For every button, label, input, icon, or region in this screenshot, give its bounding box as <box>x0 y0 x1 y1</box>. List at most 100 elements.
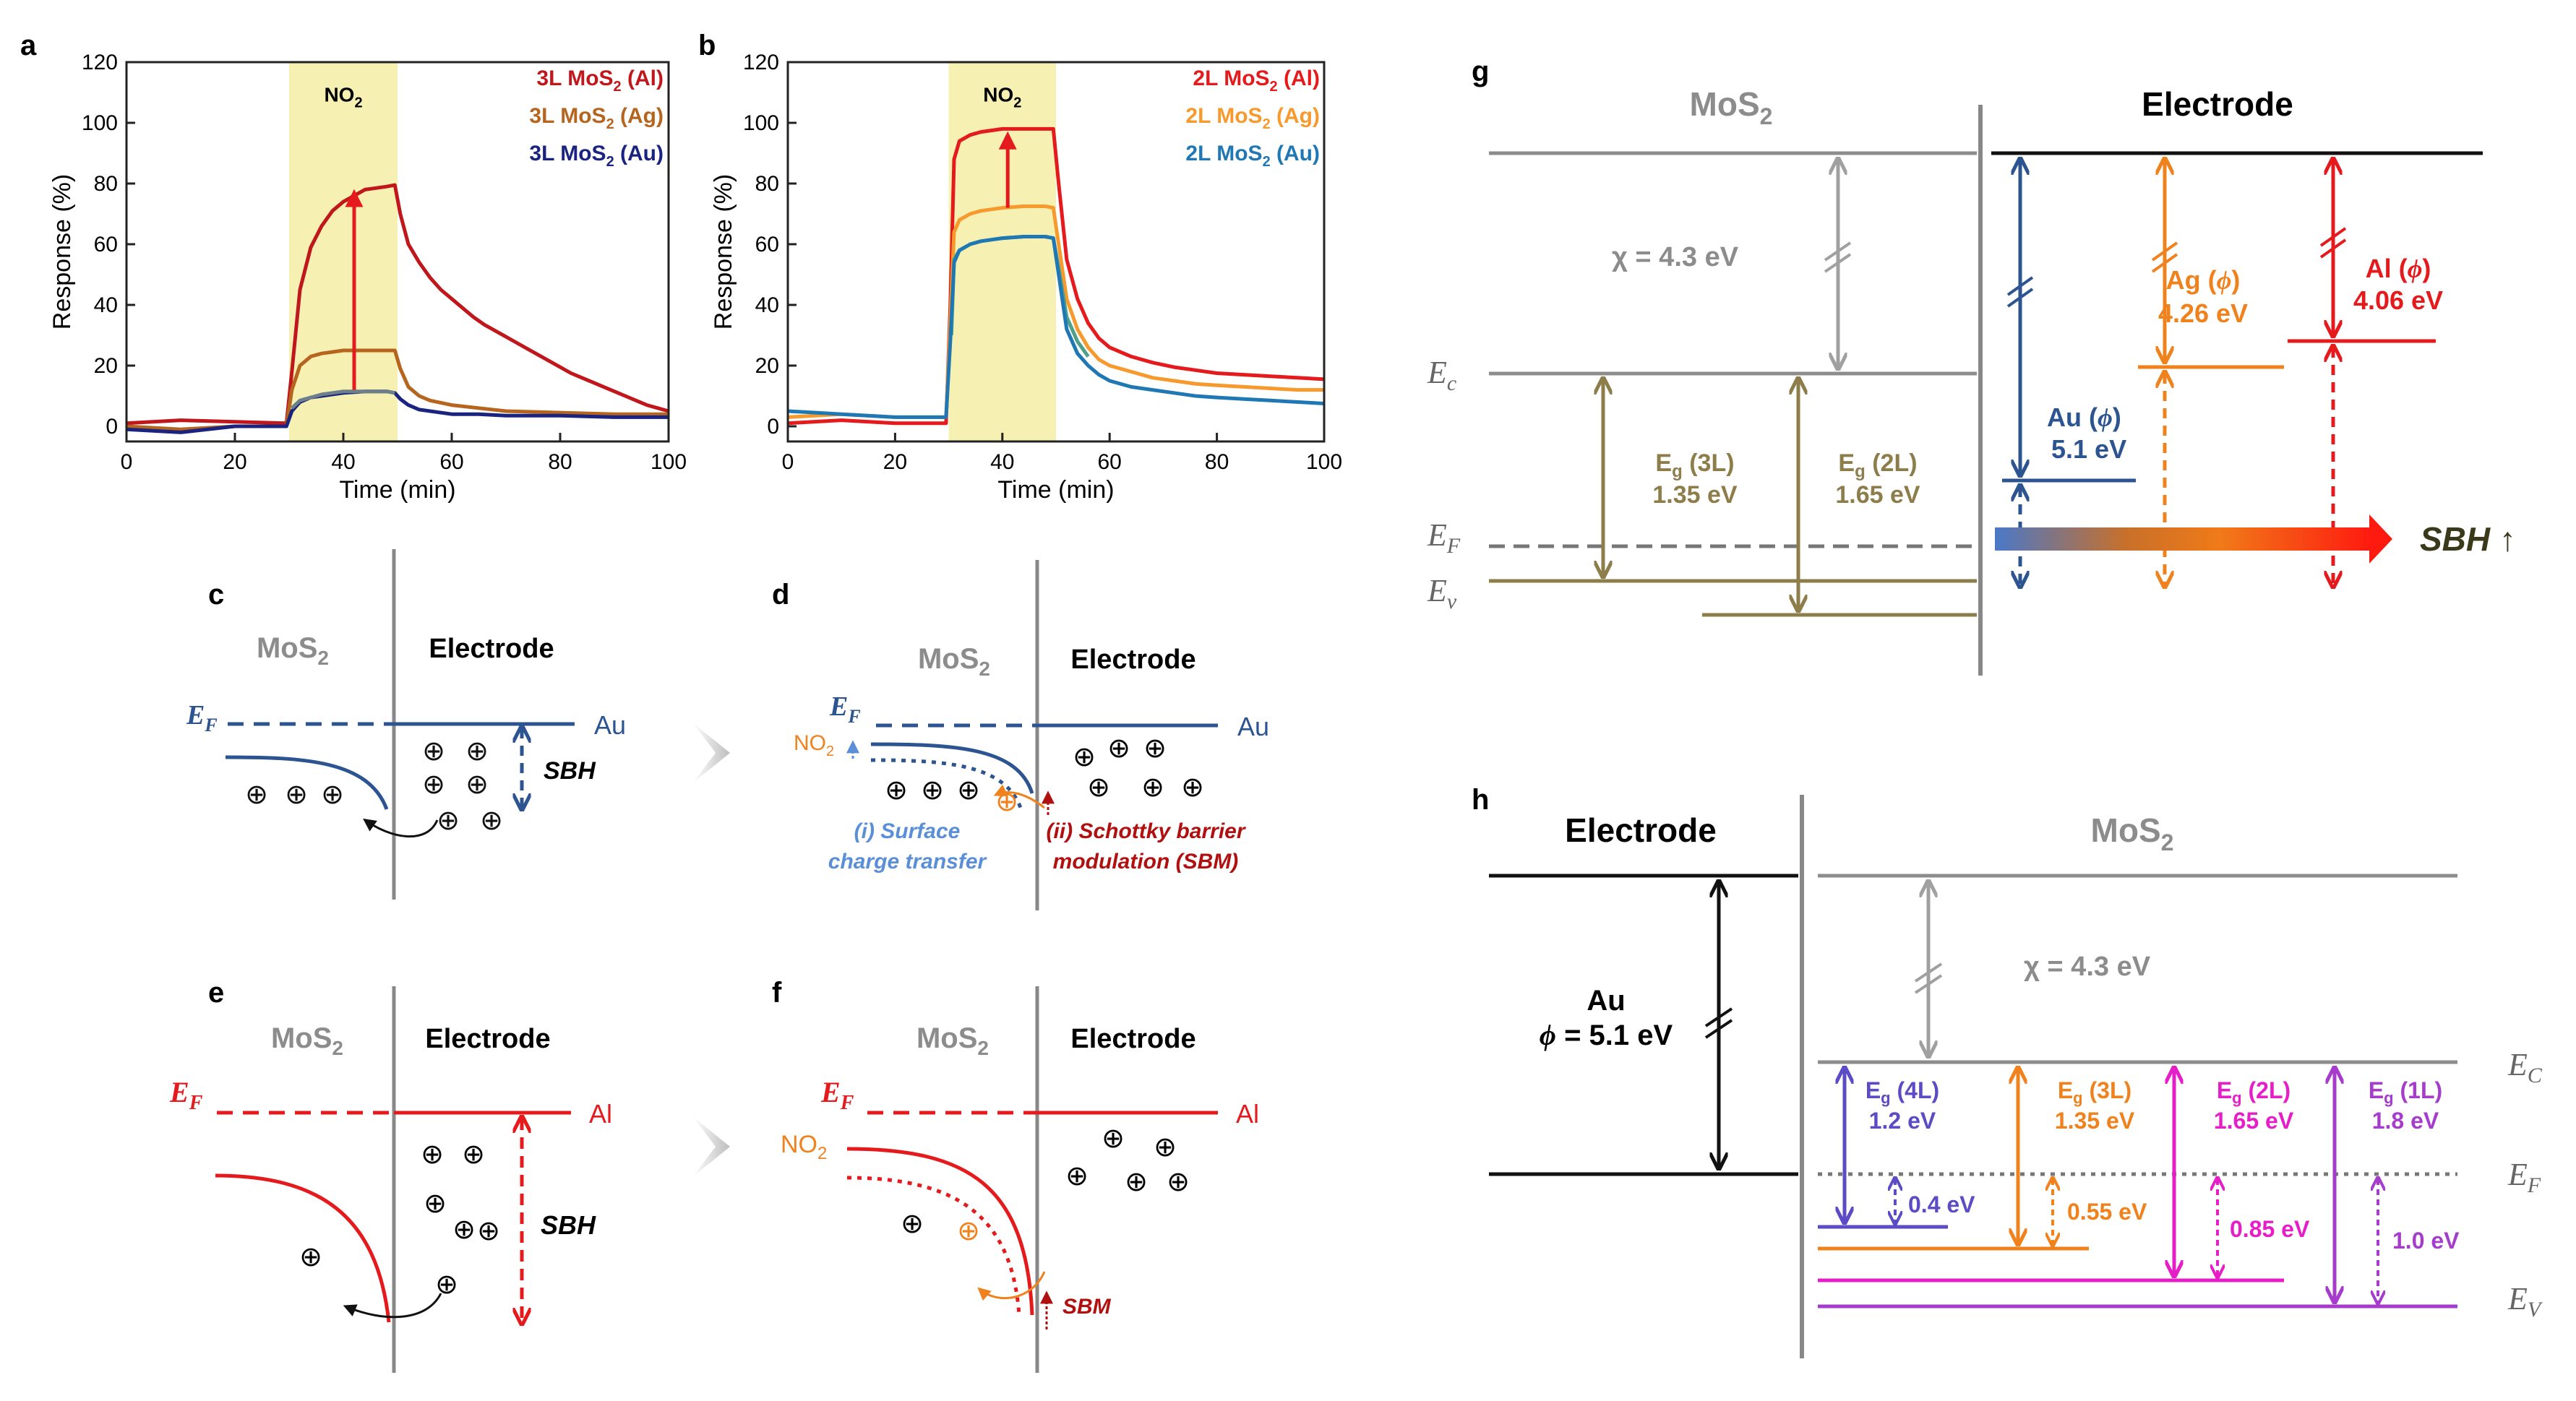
chart-a-series <box>126 183 669 434</box>
y-tick-label: 0 <box>106 415 118 439</box>
h-off4-label: 0.4 eV <box>1908 1191 1975 1217</box>
panel-letter-a: a <box>20 30 37 61</box>
g-chi-break <box>1824 241 1852 273</box>
h-phi-label: ϕ = 5.1 eV <box>1540 1019 1673 1051</box>
legend-b-al: 2L MoS2 (Al) <box>1193 66 1320 95</box>
f-hole-orange: ⊕ <box>957 1216 980 1246</box>
d-hole-orange: ⊕ <box>995 787 1018 817</box>
panel-letter-b: b <box>698 30 716 61</box>
d-caption-i: (i) Surface <box>854 819 961 843</box>
chart-b-frame <box>786 61 1326 443</box>
y-tick-label: 120 <box>743 51 779 74</box>
chart-a-frame <box>125 61 670 443</box>
f-hole: ⊕ <box>1125 1167 1148 1197</box>
diagram-c: MoS2 Electrode EF Au SBH ⊕ ⊕ ⊕ ⊕ ⊕ ⊕ ⊕ ⊕… <box>186 549 626 900</box>
chart-b-ylabel: Response (%) <box>710 174 737 329</box>
x-tick-label: 20 <box>883 450 907 474</box>
chart-a-series-line-3 <box>291 389 395 410</box>
legend-a-ag: 3L MoS2 (Ag) <box>529 104 664 132</box>
f-hole: ⊕ <box>1102 1124 1125 1154</box>
c-hole: ⊕ <box>422 770 445 800</box>
f-mos2-label: MoS2 <box>916 1022 989 1059</box>
e-holes: ⊕ ⊕ ⊕ ⊕ ⊕ ⊕ ⊕ <box>299 1139 500 1300</box>
c-electrode-label: Electrode <box>429 634 554 664</box>
x-tick-label: 80 <box>1205 450 1229 474</box>
e-electrode-label: Electrode <box>425 1024 550 1054</box>
h-chi-break <box>1914 962 1943 994</box>
chart-b-series-line-3 <box>787 235 1325 419</box>
g-eg3-value: 1.35 eV <box>1652 481 1738 509</box>
chart-b-ticks: 0 20 40 60 80 100 0 20 40 60 80 100 120 <box>743 51 1342 474</box>
c-hole: ⊕ <box>465 770 489 800</box>
h-eg3-label: Eg (3L) <box>2058 1077 2131 1107</box>
d-caption-ii-2: modulation (SBM) <box>1053 850 1239 874</box>
y-tick-label: 20 <box>755 354 779 378</box>
d-no2-label: NO2 <box>794 731 834 759</box>
panel-letter-d: d <box>772 579 789 611</box>
c-hole: ⊕ <box>422 736 445 767</box>
d-hole: ⊕ <box>885 775 908 806</box>
e-hole: ⊕ <box>435 1269 458 1300</box>
f-hole: ⊕ <box>901 1209 924 1239</box>
h-mos2-label: MoS2 <box>2091 811 2174 855</box>
d-metal-label: Au <box>1237 712 1269 741</box>
chart-a-shade-label: NO2 <box>324 84 362 111</box>
h-ec-label: EC <box>2507 1047 2543 1087</box>
h-off1-label: 1.0 eV <box>2392 1228 2460 1254</box>
g-al-value: 4.06 eV <box>2353 285 2443 315</box>
panel-letter-c: c <box>208 579 224 611</box>
d-hole: ⊕ <box>1087 772 1110 803</box>
x-tick-label: 80 <box>548 450 572 474</box>
chart-a-series-line-1 <box>126 348 669 431</box>
g-electrode-label: Electrode <box>2142 85 2293 123</box>
d-hole: ⊕ <box>1073 742 1096 772</box>
g-sbh-arrowhead <box>2369 514 2392 564</box>
g-ev-label: Ev <box>1427 573 1457 613</box>
d-hole: ⊕ <box>957 775 980 806</box>
g-eg3-label: Eg (3L) <box>1655 449 1734 481</box>
h-ef-label: EF <box>2507 1157 2541 1197</box>
g-chi-label: χ = 4.3 eV <box>1612 242 1739 272</box>
chevron-c-d <box>692 723 730 783</box>
g-au-label: Au (ϕ) <box>2047 402 2121 432</box>
h-eg2-label: Eg (2L) <box>2217 1077 2291 1107</box>
d-caption-i-2: charge transfer <box>828 850 988 874</box>
c-metal-label: Au <box>594 710 626 740</box>
c-holes: ⊕ ⊕ ⊕ ⊕ ⊕ ⊕ ⊕ ⊕ ⊕ <box>245 736 503 836</box>
c-hole: ⊕ <box>321 780 344 810</box>
e-mos2-label: MoS2 <box>271 1022 343 1059</box>
g-eg2-value: 1.65 eV <box>1835 481 1920 509</box>
chart-a-legend: 3L MoS2 (Al) 3L MoS2 (Ag) 3L MoS2 (Au) <box>529 66 664 170</box>
h-eg4-label: Eg (4L) <box>1866 1077 1939 1107</box>
g-ag-label: Ag (ϕ) <box>2166 265 2241 295</box>
d-hop-arrow <box>993 784 1045 809</box>
h-eg3-value: 1.35 eV <box>2055 1108 2135 1134</box>
h-au-label: Au <box>1587 985 1625 1017</box>
d-ef-label: EF <box>829 691 861 727</box>
c-hole: ⊕ <box>480 806 503 836</box>
c-band-bending <box>225 755 389 810</box>
g-al-break <box>2319 227 2347 259</box>
g-ag-value: 4.26 eV <box>2158 298 2248 328</box>
e-hole: ⊕ <box>477 1216 500 1246</box>
f-hole: ⊕ <box>1167 1167 1190 1197</box>
g-eg2-label: Eg (2L) <box>1838 449 1917 481</box>
f-sbm-label: SBM <box>1062 1295 1112 1319</box>
panel-letter-g: g <box>1472 56 1489 87</box>
diagram-d: MoS2 Electrode EF Au NO2 ⊕ ⊕ ⊕ ⊕ ⊕ ⊕ ⊕ ⊕… <box>794 560 1269 910</box>
chart-b-shaded-region <box>948 62 1056 441</box>
c-hop-arrow <box>363 818 439 837</box>
y-tick-label: 80 <box>755 172 779 196</box>
g-au-break <box>2006 276 2034 308</box>
y-tick-label: 100 <box>82 111 118 135</box>
chart-b-series-line-0 <box>787 126 1325 426</box>
d-electrode-label: Electrode <box>1070 645 1195 675</box>
g-mos2-label: MoS2 <box>1690 85 1773 129</box>
f-electrode-label: Electrode <box>1070 1024 1195 1054</box>
e-band-bending <box>215 1173 391 1323</box>
legend-a-al: 3L MoS2 (Al) <box>536 66 664 95</box>
y-tick-label: 60 <box>94 233 118 257</box>
x-tick-label: 0 <box>121 450 133 474</box>
h-ev-label: EV <box>2507 1281 2543 1322</box>
chart-b-legend: 2L MoS2 (Al) 2L MoS2 (Ag) 2L MoS2 (Au) <box>1185 66 1320 170</box>
